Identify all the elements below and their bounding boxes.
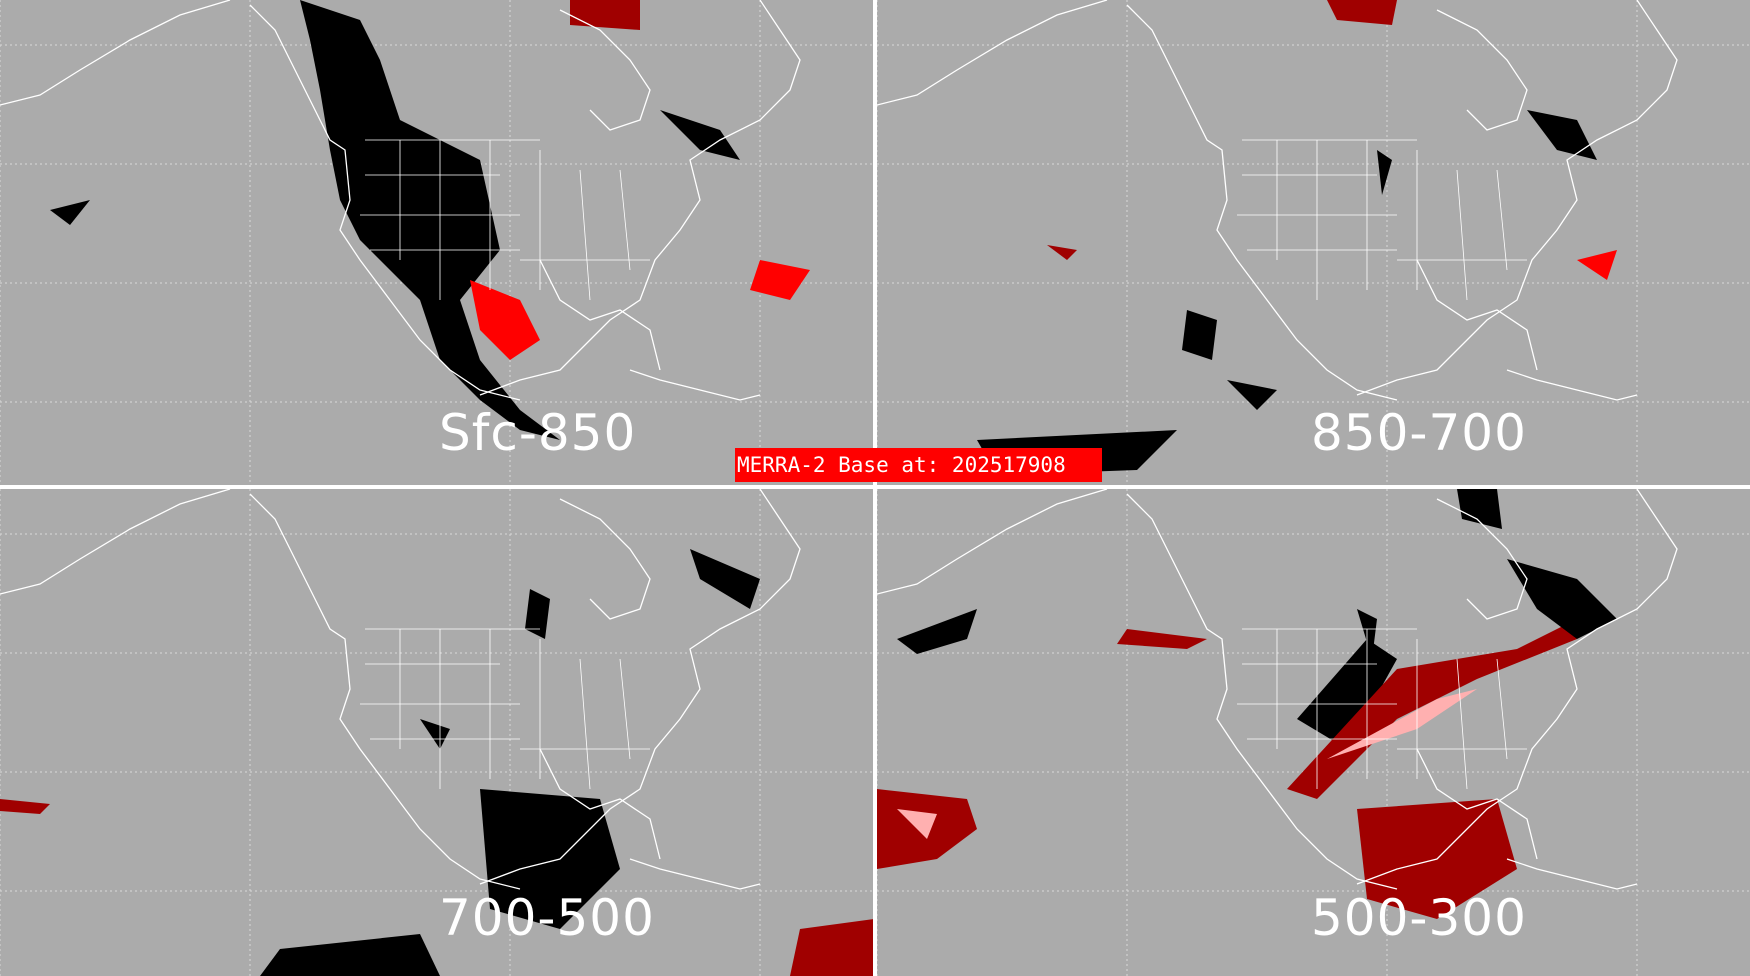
field-region: [897, 809, 937, 839]
field-region: [1287, 609, 1597, 799]
field-region: [260, 934, 440, 976]
map-700-500: [0, 489, 874, 976]
coastline: [539, 259, 661, 371]
field-region: [0, 799, 50, 814]
coastline: [1126, 493, 1398, 890]
coastline: [629, 858, 761, 890]
coastline: [559, 9, 651, 131]
coastline: [1506, 369, 1638, 401]
panel-500-300: 500-300: [877, 489, 1750, 976]
field-region: [1327, 689, 1477, 759]
state-borders: [360, 628, 650, 790]
field-region: [1457, 489, 1502, 529]
field-region: [310, 20, 560, 440]
field-region: [1507, 559, 1617, 639]
field-region: [1297, 639, 1397, 749]
field-region: [525, 589, 550, 639]
coastline: [479, 0, 801, 396]
coastline: [1416, 259, 1538, 371]
field-region: [897, 609, 977, 654]
coastline: [0, 489, 231, 595]
field-region: [300, 0, 360, 55]
field-region: [1527, 110, 1597, 160]
horizontal-divider: [0, 485, 1750, 489]
map-500-300: [877, 489, 1750, 976]
field-region: [1047, 245, 1077, 260]
field-region: [660, 110, 740, 160]
state-borders: [1237, 628, 1527, 790]
coastline: [559, 498, 651, 620]
coastline: [1126, 4, 1398, 401]
panel-label: 500-300: [1311, 889, 1527, 947]
state-borders: [360, 139, 650, 301]
coastline: [877, 0, 1108, 106]
coastline: [1416, 748, 1538, 860]
map-sfc-850: [0, 0, 874, 487]
field-region: [480, 789, 620, 929]
field-region: [420, 719, 450, 749]
map-850-700: [877, 0, 1750, 487]
coastline: [877, 489, 1108, 595]
field-region: [750, 260, 810, 300]
coastline: [0, 0, 231, 106]
coastline: [1356, 0, 1678, 396]
field-region: [1227, 380, 1277, 410]
field-region: [470, 280, 540, 360]
panel-label: Sfc-850: [439, 404, 637, 462]
coastline: [1356, 489, 1678, 885]
coastline: [1436, 498, 1528, 620]
coastline: [629, 369, 761, 401]
panel-label: 700-500: [439, 889, 655, 947]
field-region: [1117, 629, 1207, 649]
field-region: [50, 200, 90, 225]
coastline: [1436, 9, 1528, 131]
panel-sfc-850: Sfc-850: [0, 0, 874, 487]
coastline: [249, 493, 521, 890]
field-region: [1377, 150, 1392, 195]
coastline: [539, 748, 661, 860]
field-region: [690, 549, 760, 609]
state-borders: [1237, 139, 1527, 301]
panel-label: 850-700: [1311, 404, 1527, 462]
coastline: [1506, 858, 1638, 890]
field-region: [1182, 310, 1217, 360]
field-region: [1327, 0, 1397, 25]
panel-700-500: 700-500: [0, 489, 874, 976]
field-region: [790, 919, 874, 976]
coastline: [479, 489, 801, 885]
field-region: [570, 0, 640, 30]
coastline: [249, 4, 521, 401]
panel-850-700: 850-700: [877, 0, 1750, 487]
field-region: [1577, 250, 1617, 280]
base-time-banner: MERRA-2 Base at: 202517908: [735, 448, 1102, 482]
